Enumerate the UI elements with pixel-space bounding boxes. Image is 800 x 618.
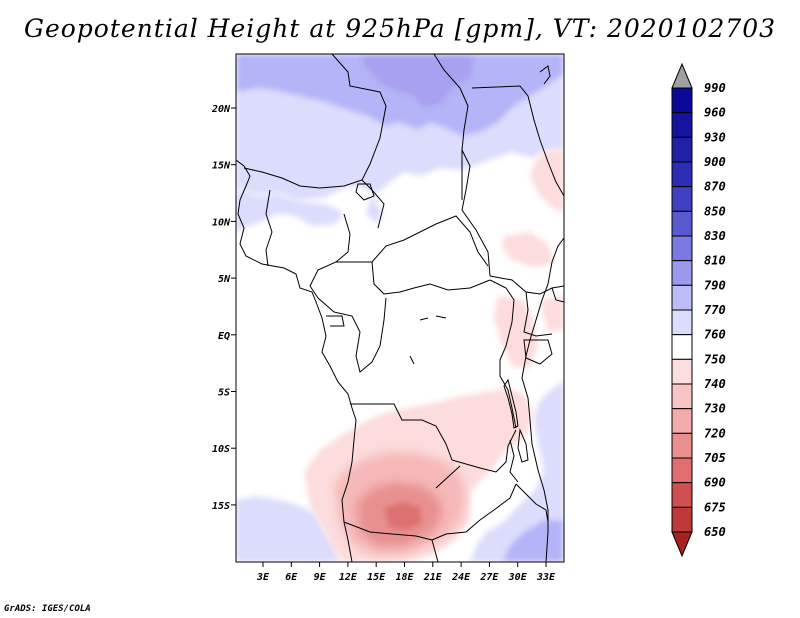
lon-label: 6E — [285, 572, 298, 583]
lon-label: 9E — [314, 572, 327, 583]
red-ne4-region — [540, 296, 564, 332]
colorbar-swatch — [671, 284, 693, 311]
colorbar-swatch — [671, 260, 693, 286]
colorbar-swatch — [671, 432, 693, 459]
colorbar-swatch — [671, 112, 693, 138]
blue-light-b-region — [236, 190, 344, 232]
colorbar-swatch — [671, 186, 693, 212]
lat-label: EQ — [218, 331, 230, 342]
colorbar-swatch — [671, 358, 693, 385]
lon-label: 12E — [339, 572, 358, 583]
colorbar-top-arrow — [671, 62, 693, 89]
colorbar-label: 740 — [704, 377, 726, 391]
red-core-region — [384, 502, 422, 530]
colorbar-label: 810 — [704, 254, 726, 268]
colorbar-swatch — [671, 136, 693, 163]
geopotential-field — [236, 54, 564, 562]
colorbar-swatch — [671, 482, 693, 508]
lon-label: 24E — [451, 572, 471, 583]
map-frame — [235, 53, 565, 563]
lon-label: 18E — [395, 572, 414, 583]
blue-se-region — [470, 380, 564, 562]
latitude-axis: 20N 15N 10N 5N EQ 5S 10S 15S — [211, 104, 236, 512]
colorbar-swatch — [671, 334, 693, 360]
blue-light-c-region — [366, 194, 382, 224]
colorbar-label: 990 — [704, 81, 726, 95]
colorbar-swatch — [671, 457, 693, 484]
colorbar-label: 830 — [704, 229, 726, 243]
lon-label: 3E — [256, 572, 270, 583]
lon-label: 30E — [508, 572, 528, 583]
blue-mid-region — [236, 54, 564, 136]
colorbar-label: 730 — [704, 402, 726, 416]
colorbar-label: 850 — [704, 204, 726, 218]
red-ne1-region — [530, 150, 564, 212]
lat-label: 10N — [212, 217, 231, 228]
colorbar-label: 870 — [704, 180, 726, 194]
colorbar-label: 690 — [704, 476, 726, 490]
colorbar-label: 770 — [704, 303, 726, 317]
lat-label: 5S — [218, 388, 230, 399]
colorbar-label: 650 — [704, 525, 726, 539]
colorbar: 990 960 930 900 870 850 830 810 790 770 760 750 740 7… — [671, 62, 726, 558]
country-borders — [236, 54, 564, 562]
blue-dark-c-region — [346, 96, 364, 108]
colorbar-bottom-arrow — [671, 531, 693, 558]
colorbar-swatch — [671, 161, 693, 188]
colorbar-swatch — [671, 309, 693, 336]
colorbar-label: 720 — [704, 426, 726, 440]
lon-label: 21E — [423, 572, 443, 583]
lat-label: 10S — [212, 444, 230, 455]
colorbar-swatch — [671, 506, 693, 533]
colorbar-swatch — [671, 87, 693, 114]
longitude-axis: 3E 6E 9E 12E 15E 18E 21E 24E 27E 30E 33E — [256, 562, 556, 583]
colorbar-swatch — [671, 210, 693, 237]
lon-label: 33E — [536, 572, 556, 583]
red-ne2-region — [502, 232, 554, 268]
colorbar-label: 705 — [704, 451, 726, 465]
blue-dark-b-region — [288, 72, 316, 86]
lat-label: 5N — [218, 274, 231, 285]
blue-dark-region — [360, 54, 474, 108]
colorbar-swatch — [671, 408, 693, 434]
colorbar-label: 750 — [704, 352, 726, 366]
colorbar-label: 900 — [704, 155, 726, 169]
lon-label: 27E — [479, 572, 499, 583]
lon-label: 15E — [367, 572, 386, 583]
colorbar-label: 760 — [704, 328, 726, 342]
blue-shading — [236, 54, 564, 232]
lat-label: 15S — [212, 501, 230, 512]
lat-label: 20N — [211, 104, 231, 115]
colorbar-label: 960 — [704, 106, 726, 120]
colorbar-label: 930 — [704, 130, 726, 144]
colorbar-swatch — [671, 383, 693, 410]
map-title: Geopotential Height at 925hPa [gpm], VT:… — [23, 14, 777, 43]
blue-sw-region — [236, 496, 340, 562]
colorbar-label: 790 — [704, 278, 726, 292]
software-credit: GrADS: IGES/COLA — [4, 604, 91, 614]
lat-label: 15N — [212, 161, 231, 172]
colorbar-label: 675 — [704, 500, 726, 514]
colorbar-swatch — [671, 235, 693, 262]
